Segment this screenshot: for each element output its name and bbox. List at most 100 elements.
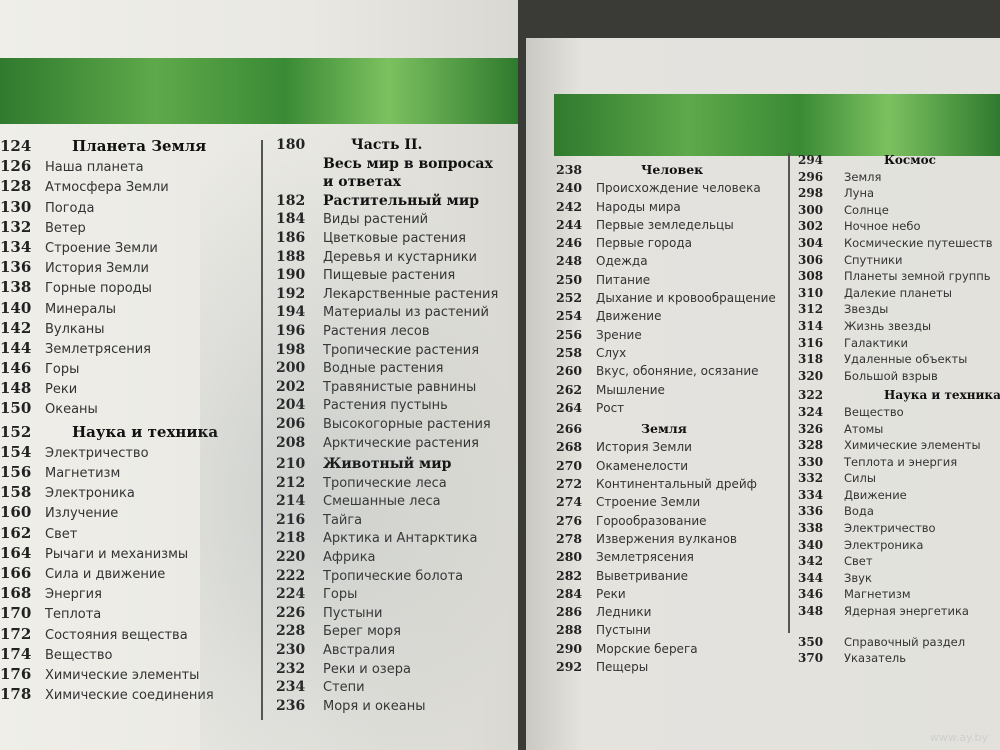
page-number: 328 xyxy=(798,438,824,453)
toc-entry: 132 Ветер xyxy=(0,218,218,238)
entry-title: Народы мира xyxy=(596,199,681,214)
entry-title: Выветривание xyxy=(596,568,689,583)
toc-entry: 264 Рост xyxy=(556,400,776,418)
toc-section-heading: Весь мир в вопросах xyxy=(276,156,498,175)
entry-title: Тропические болота xyxy=(323,568,464,584)
entry-title: Далекие планеты xyxy=(844,285,952,300)
toc-entry: 330 Теплота и энергия xyxy=(798,455,1000,472)
page-number: 258 xyxy=(556,344,583,360)
page-number: 278 xyxy=(556,530,583,546)
page-number: 316 xyxy=(798,335,824,350)
entry-title: Весь мир в вопросах xyxy=(323,155,493,172)
page-number: 190 xyxy=(276,267,306,284)
entry-title: Берег моря xyxy=(323,624,401,640)
page-number: 154 xyxy=(0,442,32,461)
toc-entry: 258 Слух xyxy=(556,345,776,363)
toc-entry: 316 Галактики xyxy=(798,336,1000,353)
toc-entry: 246 Первые города xyxy=(556,235,776,253)
page-number: 140 xyxy=(0,298,32,317)
toc-entry: 350 Справочный раздел xyxy=(798,635,1000,652)
entry-title: Травянистые равнины xyxy=(323,379,477,395)
entry-title: Электроника xyxy=(844,537,924,552)
toc-entry: 174 Вещество xyxy=(0,645,218,665)
entry-title: Виды растений xyxy=(323,212,429,228)
toc-entry: 192 Лекарственные растения xyxy=(276,286,498,305)
page-number: 156 xyxy=(0,463,32,481)
toc-entry: 198 Тропические растения xyxy=(276,342,498,361)
page-number: 332 xyxy=(798,471,824,486)
toc-entry: 306 Спутники xyxy=(798,253,1000,270)
toc-entry: 278 Извержения вулканов xyxy=(556,531,776,549)
entry-title: Вещество xyxy=(45,647,113,663)
entry-title: Силы xyxy=(844,471,876,486)
page-number: 194 xyxy=(276,304,306,321)
entry-title: Земля xyxy=(641,421,687,437)
page-number: 272 xyxy=(556,476,583,492)
toc-entry: 162 Свет xyxy=(0,524,218,544)
right-page: 238 Человек 240 Происхождение человека 242 На… xyxy=(526,38,1000,750)
toc-entry: 332 Силы xyxy=(798,471,1000,488)
page-number: 160 xyxy=(0,503,32,522)
entry-title: Электричество xyxy=(45,445,149,461)
entry-title: Горы xyxy=(323,587,358,603)
entry-title: Тайга xyxy=(323,512,363,528)
entry-title: Жизнь звезды xyxy=(844,318,932,333)
page-number: 276 xyxy=(556,512,583,528)
page-number: 228 xyxy=(276,623,306,640)
toc-section-heading: 124 Планета Земля xyxy=(0,137,218,157)
toc-entry: 202 Травянистые равнины xyxy=(276,379,498,398)
toc-entry: 232 Реки и озера xyxy=(276,661,498,680)
page-number: 262 xyxy=(556,381,583,397)
entry-title: Реки xyxy=(45,382,78,398)
toc-entry: 222 Тропические болота xyxy=(276,568,498,587)
toc-entry: 314 Жизнь звезды xyxy=(798,319,1000,336)
page-number: 192 xyxy=(276,285,306,302)
toc-entry: 178 Химические соединения xyxy=(0,685,218,705)
entry-title: Вулканы xyxy=(45,321,105,337)
page-number: 218 xyxy=(276,530,306,547)
entry-title: Указатель xyxy=(844,651,907,666)
toc-entry: 288 Пустыни xyxy=(556,622,776,640)
page-number: 336 xyxy=(798,504,824,519)
toc-entry: 260 Вкус, обоняние, осязание xyxy=(556,363,776,381)
page-number: 210 xyxy=(276,456,306,473)
page-number: 290 xyxy=(556,640,583,656)
page-number: 260 xyxy=(556,363,583,379)
toc-entry: 334 Движение xyxy=(798,488,1000,505)
page-number: 314 xyxy=(798,318,824,333)
page-number: 186 xyxy=(276,229,306,246)
entry-title: Спутники xyxy=(844,252,903,267)
left-page: 124 Планета Земля 126 Наша планета 128 Атмосф… xyxy=(0,0,520,750)
page-number: 232 xyxy=(276,660,306,677)
page-number: 184 xyxy=(276,211,306,228)
entry-title: Сила и движение xyxy=(45,566,166,582)
entry-title: Космос xyxy=(884,153,936,167)
entry-title: Питание xyxy=(596,272,651,287)
toc-entry: 286 Ледники xyxy=(556,604,776,622)
toc-entry: 218 Арктика и Антарктика xyxy=(276,530,498,549)
toc-entry: 186 Цветковые растения xyxy=(276,230,498,249)
entry-title: Смешанные леса xyxy=(323,494,441,510)
toc-entry: 292 Пещеры xyxy=(556,659,776,677)
toc-section-heading: и ответах xyxy=(276,174,498,193)
entry-title: Атмосфера Земли xyxy=(45,180,169,196)
toc-entry: 204 Растения пустынь xyxy=(276,397,498,416)
entry-title: Происхождение человека xyxy=(596,181,761,196)
toc-entry: 328 Химические элементы xyxy=(798,438,1000,455)
toc-entry: 240 Происхождение человека xyxy=(556,180,776,198)
toc-column: 238 Человек 240 Происхождение человека 242 На… xyxy=(556,162,776,677)
toc-entry: 310 Далекие планеты xyxy=(798,286,1000,303)
toc-entry: 290 Морские берега xyxy=(556,641,776,659)
entry-title: Строение Земли xyxy=(596,495,701,510)
toc-entry: 302 Ночное небо xyxy=(798,219,1000,236)
entry-title: Энергия xyxy=(45,587,102,603)
page-number: 322 xyxy=(798,388,824,403)
toc-entry: 252 Дыхание и кровообращение xyxy=(556,290,776,308)
toc-entry: 244 Первые земледельцы xyxy=(556,217,776,235)
entry-title: Атомы xyxy=(844,421,884,436)
toc-entry: 158 Электроника xyxy=(0,483,218,503)
page-number: 344 xyxy=(798,570,824,585)
page-number: 196 xyxy=(276,322,306,339)
toc-entry: 184 Виды растений xyxy=(276,211,498,230)
entry-title: Наука и техника xyxy=(884,388,1000,403)
